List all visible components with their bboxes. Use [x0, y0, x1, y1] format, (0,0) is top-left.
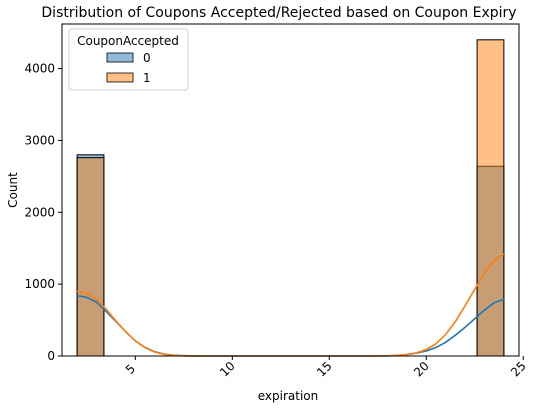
x-axis: 5 10 15 20 25 — [123, 356, 529, 380]
y-tick-label-0: 0 — [47, 349, 55, 363]
legend-entry-1: 1 — [143, 71, 151, 85]
chart-title: Distribution of Coupons Accepted/Rejecte… — [41, 5, 516, 21]
legend-title: CouponAccepted — [77, 34, 179, 48]
legend: CouponAccepted 0 1 — [68, 28, 189, 91]
legend-swatch-1 — [106, 72, 134, 83]
y-axis-label: Count — [6, 172, 20, 208]
kde-layer — [76, 253, 505, 357]
bar-series-1-0 — [76, 157, 105, 357]
y-tick-label-3000: 3000 — [24, 133, 55, 147]
y-tick-label-2000: 2000 — [24, 205, 55, 219]
x-tick-label-25: 25 — [508, 359, 529, 380]
y-tick-label-1000: 1000 — [24, 277, 55, 291]
bar-series-1-1 — [476, 39, 505, 357]
kde-line-series-0 — [76, 294, 505, 357]
x-tick-label-20: 20 — [411, 359, 432, 380]
x-tick-label-10: 10 — [217, 359, 238, 380]
plot-frame — [61, 23, 520, 357]
y-tick-label-4000: 4000 — [24, 62, 55, 76]
legend-swatch-0 — [106, 52, 134, 63]
x-axis-label: expiration — [258, 389, 319, 403]
kde-line-series-1 — [76, 253, 505, 357]
legend-entry-0: 0 — [143, 51, 151, 65]
x-tick-label-5: 5 — [123, 362, 138, 377]
y-axis: 0 1000 2000 3000 4000 — [24, 62, 62, 363]
x-tick-label-15: 15 — [314, 359, 335, 380]
bars-layer — [76, 39, 505, 357]
